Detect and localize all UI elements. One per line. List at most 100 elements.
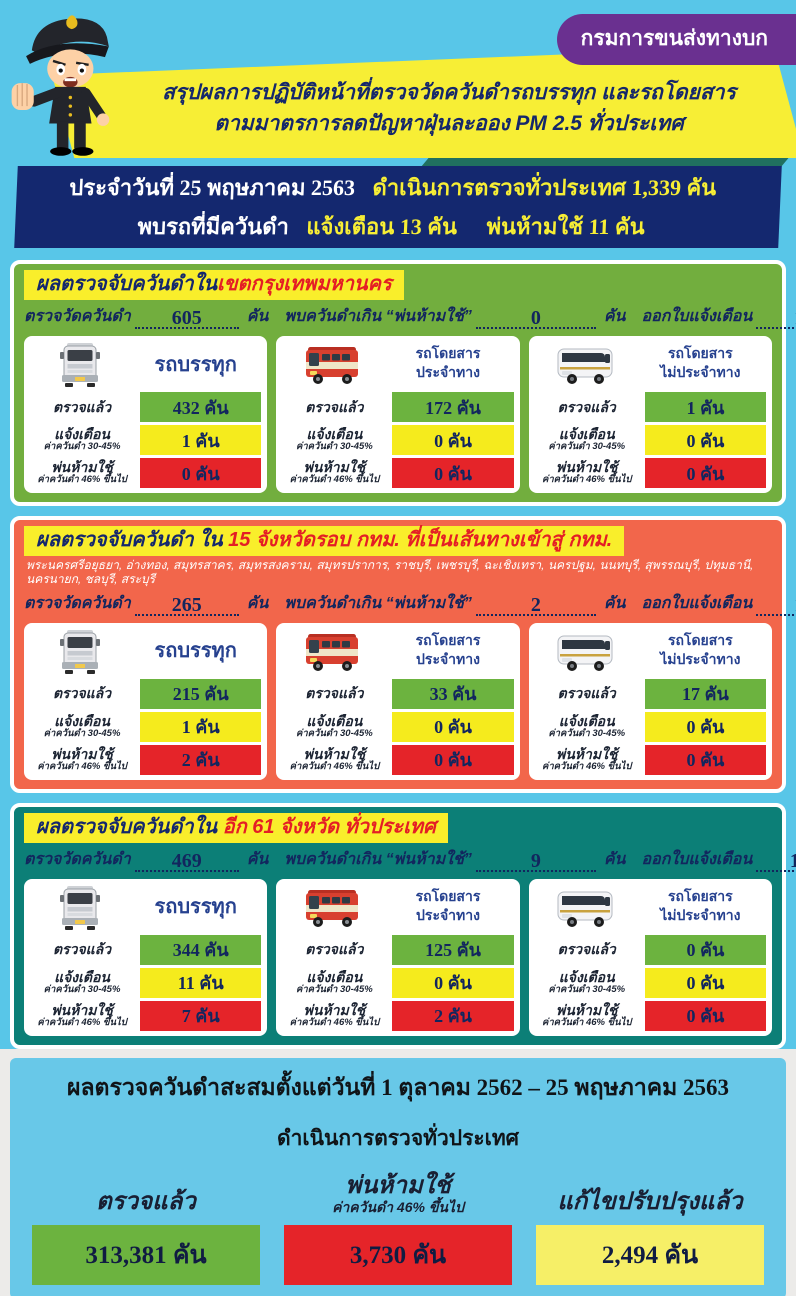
card-truck: รถบรรทุก ตรวจแล้ว 215 คัน แจ้งเตือน ค่าควั… [24, 622, 268, 780]
warned-value: 0 คัน [644, 967, 766, 998]
inspected-label: ตรวจแล้ว [52, 398, 112, 415]
banned-value: 0 คัน [392, 458, 514, 488]
vehicle-cards-row: รถบรรทุก ตรวจแล้ว 215 คัน แจ้งเตือนค่าควั… [24, 622, 772, 780]
stat-warned-label: ออกใบแจ้งเตือน [641, 308, 753, 325]
section-bangkok-stats: ตรวจวัดควันดำ 605 คัน พบควันดำเกิน “พ่นห… [24, 304, 796, 329]
vehicle-type-label: รถโดยสาร ประจำทาง [415, 347, 481, 381]
unit-label: คัน [603, 594, 626, 612]
province-list: พระนครศรีอยุธยา, อ่างทอง, สมุทรสาคร, สมุ… [26, 558, 754, 587]
section-61-provinces-stats: ตรวจวัดควันดำ 469 คัน พบควันดำเกิน “พ่นห… [24, 847, 796, 872]
section-title-prefix: ผลตรวจจับควันดำใน [36, 815, 218, 838]
daily-line-1: ประจำวันที่ 25 พฤษภาคม 2563 ดำเนินการตรว… [16, 170, 782, 205]
stat-warned-value: 1 [756, 308, 796, 329]
warned-value: 0 คัน [644, 711, 766, 742]
ban-sublabel: ค่าควันดำ 46% ขึ้นไป [289, 760, 380, 772]
daily-line-2: พบรถที่มีควันดำ แจ้งเตือน 13 คัน พ่นห้าม… [14, 209, 780, 244]
vehicle-type-label: รถโดยสาร ประจำทาง [415, 889, 481, 924]
banned-value: 0 คัน [392, 744, 514, 775]
warned-value: 1 คัน [140, 425, 262, 455]
unit-label: คัน [246, 308, 269, 325]
ban-label: พ่นห้ามใช้ [51, 746, 113, 763]
inspected-value: 0 คัน [644, 934, 766, 965]
vehicle-type-label: รถโดยสาร ไม่ประจำทาง [660, 889, 741, 924]
unit-label: คัน [603, 308, 626, 325]
stat-banned-value: 2 [475, 595, 596, 616]
warned-value: 0 คัน [644, 425, 766, 455]
section-61-provinces: ผลตรวจจับควันดำใน อีก 61 จังหวัด ทั่วประ… [10, 802, 796, 1049]
section-title-region: 15 จังหวัดรอบ กทม. ที่เป็นเส้นทางเข้าสู่… [228, 529, 613, 551]
vehicle-type-label: รถบรรทุก [154, 640, 237, 663]
warn-sublabel: ค่าควันดำ 30-45% [43, 983, 121, 995]
transport-officer-mascot [4, 8, 154, 167]
inspected-value: 215 คัน [140, 678, 262, 709]
warned-value: 0 คัน [392, 425, 514, 455]
warn-sublabel: ค่าควันดำ 30-45% [548, 441, 626, 453]
cumulative-inspected-label: ตรวจแล้ว [96, 1188, 196, 1216]
inspected-label: ตรวจแล้ว [305, 398, 364, 415]
vehicle-type-label: รถโดยสาร ประจำทาง [415, 633, 481, 668]
banned-value: 7 คัน [140, 1000, 262, 1031]
section-title-region: เขตกรุงเทพมหานคร [217, 273, 392, 295]
coach-bus-icon [535, 885, 635, 931]
ban-sublabel: ค่าควันดำ 46% ขึ้นไป [37, 1016, 127, 1028]
agency-badge: กรมการขนส่งทางบก [556, 14, 796, 65]
warn-label: แจ้งเตือน [306, 426, 363, 443]
card-coach-bus: รถโดยสาร ไม่ประจำทาง ตรวจแล้ว 17 คัน แจ้งเ… [528, 622, 772, 780]
title-line-1: สรุปผลการปฏิบัติหน้าที่ตรวจวัดควันดำรถบร… [162, 80, 736, 104]
vehicle-cards-row: รถบรรทุก ตรวจแล้ว 432 คัน แจ้งเตือน ค่าควั… [24, 336, 772, 493]
inspected-value: 432 คัน [140, 392, 262, 422]
inspected-label: ตรวจแล้ว [305, 685, 364, 702]
ban-label: พ่นห้ามใช้ [303, 1002, 366, 1019]
coach-bus-icon [535, 629, 635, 675]
stat-banned-value: 0 [475, 308, 596, 329]
banned-value: 0 คัน [140, 458, 262, 488]
inspected-value: 33 คัน [392, 678, 514, 709]
warn-label: แจ้งเตือน [54, 713, 110, 730]
ban-sublabel: ค่าควันดำ 46% ขึ้นไป [541, 474, 632, 486]
stat-warned-label: ออกใบแจ้งเตือน [641, 594, 753, 612]
city-bus-icon [282, 885, 382, 931]
section-bangkok: ผลตรวจจับควันดำในเขตกรุงเทพมหานคร ตรวจวั… [10, 260, 796, 506]
cumulative-subtitle: ดำเนินการตรวจทั่วประเทศ [277, 1125, 519, 1150]
truck-icon [30, 629, 130, 675]
ban-label: พ่นห้ามใช้ [555, 1002, 618, 1019]
card-coach-bus: รถโดยสาร ไม่ประจำทาง ตรวจแล้ว 1 คัน แจ้งเต… [528, 336, 772, 493]
section-title-prefix: ผลตรวจจับควันดำ ใน [36, 529, 223, 551]
ban-sublabel: ค่าควันดำ 46% ขึ้นไป [541, 760, 632, 772]
warn-label: แจ้งเตือน [54, 426, 110, 443]
inspected-label: ตรวจแล้ว [52, 941, 112, 958]
warn-label: แจ้งเตือน [558, 713, 615, 730]
unit-label: คัน [246, 850, 269, 868]
banned-value: 0 คัน [644, 458, 766, 488]
stat-banned-label: พบควันดำเกิน “พ่นห้ามใช้” [284, 594, 472, 612]
stat-warned-label: ออกใบแจ้งเตือน [641, 850, 753, 868]
inspected-value: 172 คัน [392, 392, 514, 422]
cumulative-fixed: แก้ไขปรับปรุงแล้ว 2,494 คัน [536, 1173, 764, 1285]
warn-label: แจ้งเตือน [558, 426, 615, 443]
banned-value: 2 คัน [140, 744, 262, 775]
inspected-label: ตรวจแล้ว [557, 941, 616, 958]
inspected-value: 1 คัน [644, 392, 766, 422]
stat-banned-label: พบควันดำเกิน “พ่นห้ามใช้” [284, 308, 472, 325]
coach-bus-icon [535, 342, 635, 388]
banned-value: 0 คัน [644, 1000, 766, 1031]
cumulative-columns: ตรวจแล้ว 313,381 คัน พ่นห้ามใช้ ค่าควันด… [32, 1173, 764, 1285]
warn-sublabel: ค่าควันดำ 30-45% [295, 441, 373, 453]
section-15-provinces: ผลตรวจจับควันดำ ใน 15 จังหวัดรอบ กทม. ที… [10, 516, 796, 793]
stat-warned-value: 11 [756, 851, 796, 872]
truck-icon [30, 342, 130, 388]
card-city-bus: รถโดยสาร ประจำทาง ตรวจแล้ว 125 คัน แจ้งเตื… [276, 878, 520, 1036]
warned-value: 0 คัน [392, 967, 514, 998]
card-city-bus: รถโดยสาร ประจำทาง ตรวจแล้ว 33 คัน แจ้งเตือ… [276, 622, 520, 780]
inspected-label: ตรวจแล้ว [557, 398, 616, 415]
city-bus-icon [282, 629, 382, 675]
ban-label: พ่นห้ามใช้ [303, 746, 366, 763]
title-line-2: ตามมาตรการลดปัญหาฝุ่นละออง PM 2.5 ทั่วปร… [214, 112, 684, 135]
card-coach-bus: รถโดยสาร ไม่ประจำทาง ตรวจแล้ว 0 คัน แจ้งเต… [528, 878, 772, 1036]
vehicle-type-label: รถบรรทุก [154, 353, 237, 376]
daily-warned: แจ้งเตือน 13 คัน [305, 214, 458, 239]
inspected-value: 17 คัน [644, 678, 766, 709]
stat-inspected-value: 265 [134, 595, 239, 616]
cumulative-banned-value: 3,730 คัน [284, 1224, 512, 1285]
card-city-bus: รถโดยสาร ประจำทาง ตรวจแล้ว 172 คัน แจ้งเตื… [276, 336, 520, 493]
